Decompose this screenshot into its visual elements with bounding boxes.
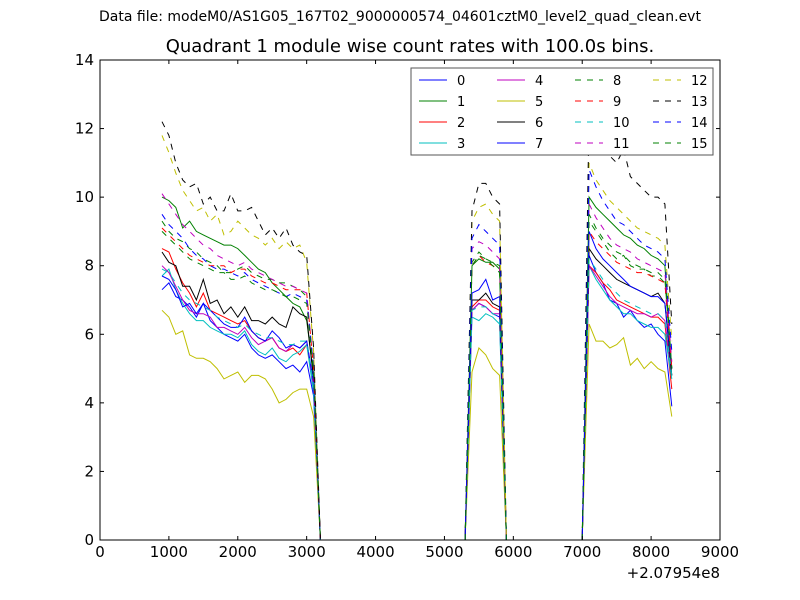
series-4-line-2 <box>581 264 673 541</box>
x-tick-label: 6000 <box>494 543 532 561</box>
legend-label-8: 8 <box>613 74 621 89</box>
series-1-line-2 <box>581 195 673 541</box>
series-5-line-0 <box>161 309 321 541</box>
series-7-line-1 <box>464 278 507 541</box>
legend-label-1: 1 <box>457 95 465 110</box>
legend-box <box>410 67 714 156</box>
legend-label-7: 7 <box>535 137 543 152</box>
series-15-line-2 <box>581 214 673 541</box>
x-tick-label: 7000 <box>563 543 601 561</box>
x-tick-label: 2000 <box>219 543 257 561</box>
legend-label-14: 14 <box>691 116 708 131</box>
series-2-line-2 <box>581 264 673 541</box>
series-9-line-2 <box>581 229 673 541</box>
series-7-line-0 <box>161 275 321 541</box>
y-tick-label: 4 <box>84 394 94 412</box>
legend-label-9: 9 <box>613 95 621 110</box>
series-13-line-2 <box>581 111 673 541</box>
legend-label-4: 4 <box>535 74 543 89</box>
axis-ticks: 0 1000 2000 3000 4000 5000 6000 7000 8000 9000 0 2 4… <box>75 51 739 561</box>
y-tick-label: 10 <box>75 188 94 206</box>
legend-label-11: 11 <box>613 137 630 152</box>
series-9-line-0 <box>161 227 321 541</box>
series-11-line-0 <box>161 193 321 541</box>
legend-label-0: 0 <box>457 74 465 89</box>
series-0-line-2 <box>581 255 673 541</box>
y-tick-label: 6 <box>84 325 94 343</box>
series-10-line-1 <box>464 306 507 541</box>
series-6-line-2 <box>581 247 673 541</box>
series-14-line-2 <box>581 169 673 541</box>
series-6-line-0 <box>161 251 321 541</box>
y-tick-label: 0 <box>84 531 94 549</box>
x-tick-label: 4000 <box>356 543 394 561</box>
series-13-line-0 <box>161 121 321 541</box>
x-tick-label: 9000 <box>701 543 739 561</box>
x-tick-label: 5000 <box>425 543 463 561</box>
legend-label-12: 12 <box>691 74 708 89</box>
series-5-line-1 <box>464 347 507 541</box>
series-14-line-1 <box>464 223 507 541</box>
x-tick-label: 0 <box>95 543 105 561</box>
series-7-line-2 <box>581 231 673 541</box>
legend-label-5: 5 <box>535 95 543 110</box>
legend-label-10: 10 <box>613 116 630 131</box>
legend-label-15: 15 <box>691 137 708 152</box>
series-0-line-0 <box>161 282 321 541</box>
series-12-line-2 <box>581 162 673 541</box>
series-3-line-2 <box>581 265 673 541</box>
figure-suptitle: Data file: modeM0/AS1G05_167T02_90000005… <box>99 9 701 25</box>
legend-label-13: 13 <box>691 95 708 110</box>
x-axis-offset-label: +2.07954e8 <box>627 564 720 582</box>
series-12-line-1 <box>464 203 507 541</box>
series-10-line-0 <box>161 268 321 541</box>
chart-title: Quadrant 1 module wise count rates with … <box>165 36 655 57</box>
series-10-line-2 <box>581 257 673 541</box>
y-tick-label: 12 <box>75 120 94 138</box>
plot-frame <box>99 59 721 541</box>
series-11-line-2 <box>581 203 673 541</box>
series-5-line-2 <box>581 323 673 541</box>
x-tick-label: 8000 <box>632 543 670 561</box>
series-15-line-0 <box>161 231 321 541</box>
y-tick-label: 8 <box>84 257 94 275</box>
series-4-line-0 <box>161 265 321 541</box>
series-15-line-1 <box>464 254 507 541</box>
x-tick-label: 3000 <box>288 543 326 561</box>
series-3-line-0 <box>161 268 321 541</box>
series-1-line-0 <box>161 196 321 541</box>
legend-label-6: 6 <box>535 116 543 131</box>
legend-label-2: 2 <box>457 116 465 131</box>
series-2-line-0 <box>161 248 321 541</box>
x-tick-label: 1000 <box>150 543 188 561</box>
y-tick-label: 2 <box>84 462 94 480</box>
series-13-line-1 <box>464 182 507 541</box>
legend-label-3: 3 <box>457 137 465 152</box>
series-layer <box>161 111 673 541</box>
y-tick-label: 14 <box>75 51 94 69</box>
